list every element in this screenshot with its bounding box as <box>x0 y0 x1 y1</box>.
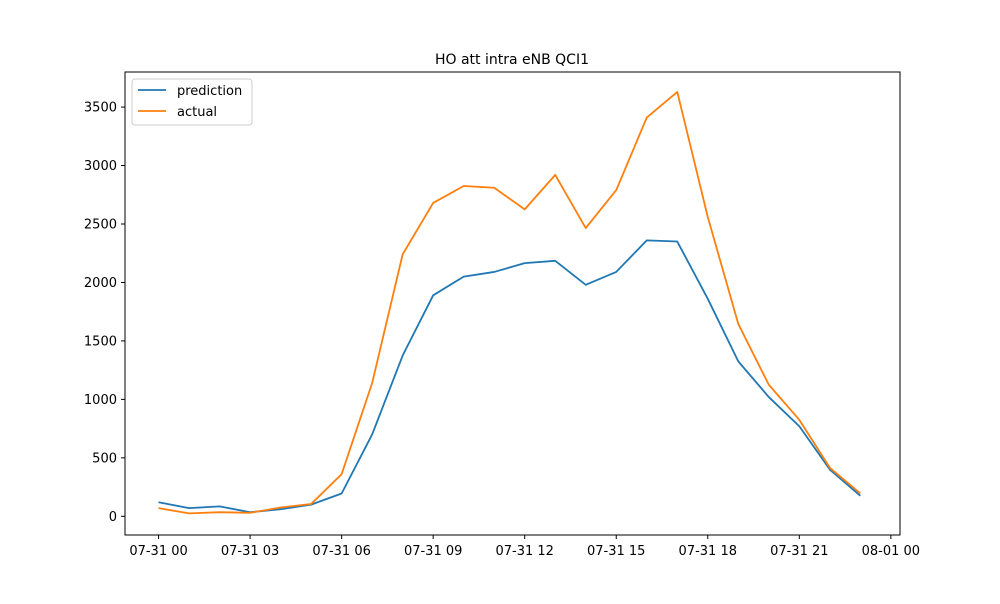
y-tick-label: 1000 <box>84 393 117 408</box>
x-tick-label: 07-31 00 <box>129 544 187 559</box>
y-tick-label: 2000 <box>84 276 117 291</box>
x-tick-label: 07-31 06 <box>312 544 370 559</box>
chart-title: HO att intra eNB QCI1 <box>435 52 589 68</box>
series-line-actual <box>158 90 861 515</box>
y-tick-label: 2500 <box>84 217 117 232</box>
x-tick-label: 07-31 03 <box>221 544 279 559</box>
y-tick-label: 3000 <box>84 159 117 174</box>
legend-label-prediction: prediction <box>177 84 242 99</box>
legend-label-actual: actual <box>177 105 217 120</box>
y-tick-label: 500 <box>92 451 117 466</box>
x-tick-label: 07-31 18 <box>679 544 737 559</box>
x-tick-label: 07-31 21 <box>770 544 828 559</box>
series-layer <box>158 90 861 515</box>
legend: prediction actual <box>131 78 253 126</box>
series-line-prediction <box>158 239 861 514</box>
x-tick-label: 08-01 00 <box>862 544 920 559</box>
y-tick-label: 1500 <box>84 334 117 349</box>
y-tick-label: 0 <box>109 510 117 525</box>
plot-frame <box>124 71 901 536</box>
x-tick-label: 07-31 15 <box>587 544 645 559</box>
x-tick-label: 07-31 09 <box>404 544 462 559</box>
y-axis: 0 500 1000 1500 2000 2500 3000 3500 <box>84 101 125 525</box>
y-tick-label: 3500 <box>84 101 117 116</box>
x-axis: 07-31 00 07-31 03 07-31 06 07-31 09 07-31 12… <box>129 535 920 559</box>
x-tick-label: 07-31 12 <box>495 544 553 559</box>
